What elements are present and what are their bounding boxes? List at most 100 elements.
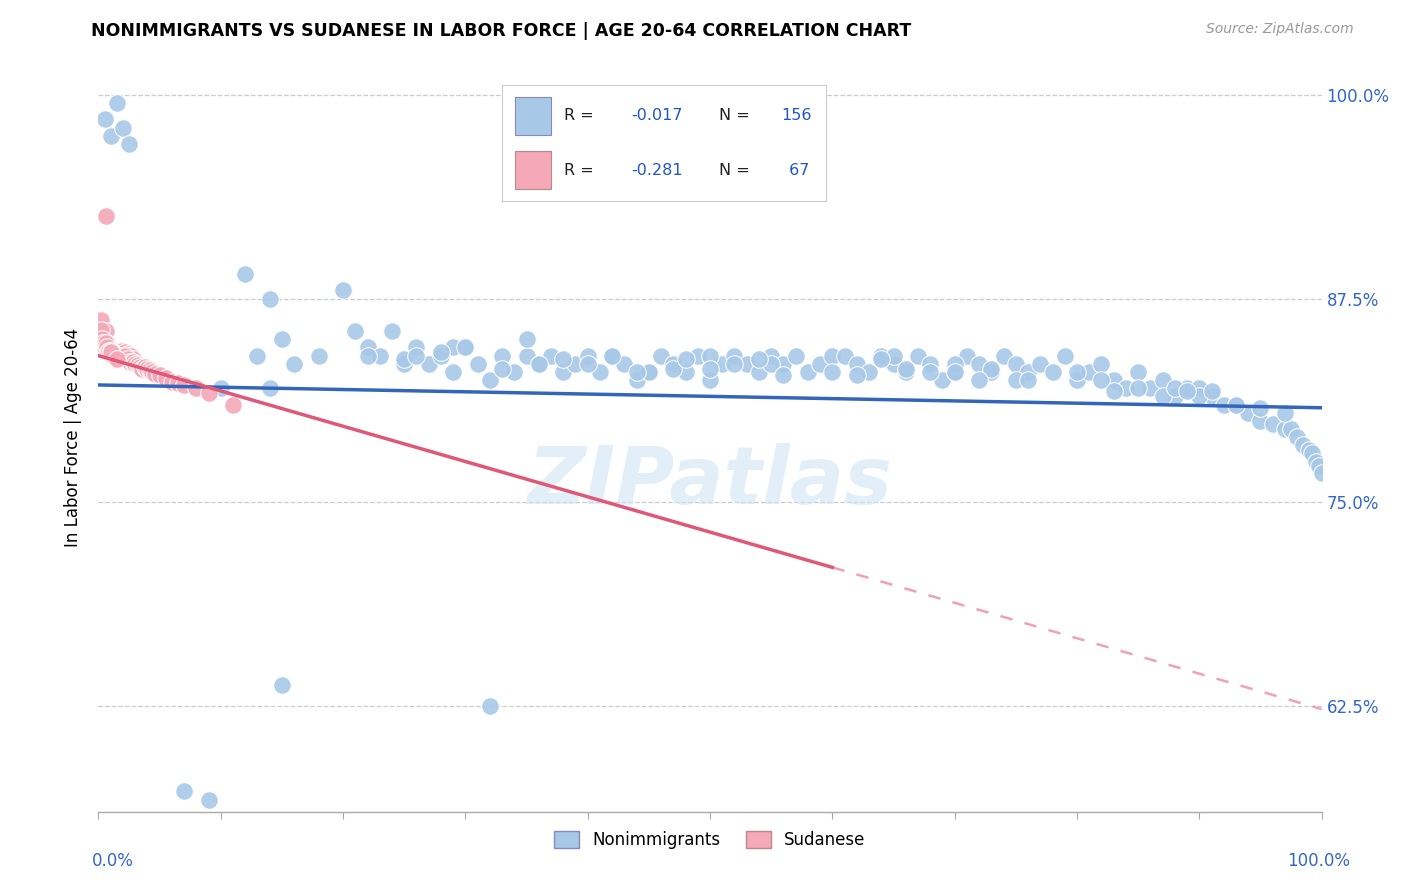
Point: [344, 324, 367, 338]
Text: 0.0%: 0.0%: [91, 852, 134, 870]
Point: [735, 357, 758, 371]
Point: [368, 349, 391, 363]
Point: [491, 361, 513, 376]
Point: [1004, 373, 1026, 387]
Point: [100, 343, 122, 358]
Point: [785, 349, 807, 363]
Text: 100.0%: 100.0%: [1286, 852, 1350, 870]
Point: [600, 349, 623, 363]
Point: [101, 345, 124, 359]
Point: [173, 378, 195, 392]
Point: [467, 357, 489, 371]
Point: [1175, 381, 1198, 395]
Point: [515, 349, 537, 363]
Point: [117, 351, 139, 366]
Point: [711, 357, 734, 371]
Point: [943, 357, 966, 371]
Point: [1090, 357, 1112, 371]
Point: [920, 365, 942, 379]
Point: [1201, 384, 1223, 399]
Point: [1164, 381, 1187, 395]
Point: [139, 363, 162, 377]
Point: [114, 349, 136, 363]
Point: [491, 349, 513, 363]
Point: [723, 349, 745, 363]
Point: [91, 335, 114, 350]
Point: [821, 365, 844, 379]
Point: [120, 349, 142, 363]
Point: [772, 368, 794, 383]
Point: [246, 349, 269, 363]
Point: [564, 357, 586, 371]
Point: [117, 347, 139, 361]
Point: [662, 357, 685, 371]
Point: [748, 351, 770, 366]
Point: [104, 349, 127, 363]
Point: [1029, 357, 1052, 371]
Point: [105, 343, 128, 358]
Point: [858, 365, 880, 379]
Point: [993, 349, 1015, 363]
Point: [699, 349, 721, 363]
Point: [1249, 401, 1271, 415]
Point: [1090, 373, 1112, 387]
Point: [1152, 389, 1174, 403]
Point: [155, 371, 177, 385]
Point: [1152, 373, 1174, 387]
Point: [270, 332, 294, 346]
Point: [920, 357, 942, 371]
Y-axis label: In Labor Force | Age 20-64: In Labor Force | Age 20-64: [65, 327, 83, 547]
Point: [124, 357, 146, 371]
Point: [259, 292, 281, 306]
Point: [540, 349, 562, 363]
Point: [103, 347, 125, 361]
Point: [650, 349, 672, 363]
Point: [1139, 381, 1161, 395]
Point: [675, 351, 697, 366]
Point: [1188, 389, 1211, 403]
Point: [118, 351, 141, 366]
Point: [405, 349, 427, 363]
Point: [613, 357, 636, 371]
Text: Source: ZipAtlas.com: Source: ZipAtlas.com: [1206, 22, 1354, 37]
Point: [943, 365, 966, 379]
Point: [980, 361, 1002, 376]
Point: [197, 793, 219, 807]
Point: [1286, 430, 1309, 444]
Point: [134, 359, 156, 374]
Point: [589, 365, 612, 379]
Point: [90, 322, 112, 336]
Point: [441, 341, 464, 355]
Point: [101, 343, 124, 358]
Point: [772, 357, 794, 371]
Point: [454, 341, 477, 355]
Point: [233, 267, 256, 281]
Point: [699, 373, 721, 387]
Point: [115, 349, 138, 363]
Point: [90, 313, 112, 327]
Point: [1078, 365, 1101, 379]
Point: [967, 373, 990, 387]
Point: [121, 355, 143, 369]
Point: [1017, 373, 1039, 387]
Point: [120, 355, 142, 369]
Point: [1066, 373, 1088, 387]
Point: [1237, 406, 1260, 420]
Point: [748, 365, 770, 379]
Point: [675, 365, 697, 379]
Point: [1188, 381, 1211, 395]
Point: [626, 373, 648, 387]
Point: [600, 349, 623, 363]
Point: [356, 341, 378, 355]
Point: [1310, 466, 1333, 480]
Point: [222, 397, 245, 411]
Point: [797, 365, 820, 379]
Point: [121, 351, 143, 366]
Point: [834, 349, 856, 363]
Point: [1212, 397, 1234, 411]
Point: [1115, 381, 1137, 395]
Point: [110, 349, 132, 363]
Point: [270, 678, 294, 692]
Point: [129, 359, 152, 374]
Point: [259, 381, 281, 395]
